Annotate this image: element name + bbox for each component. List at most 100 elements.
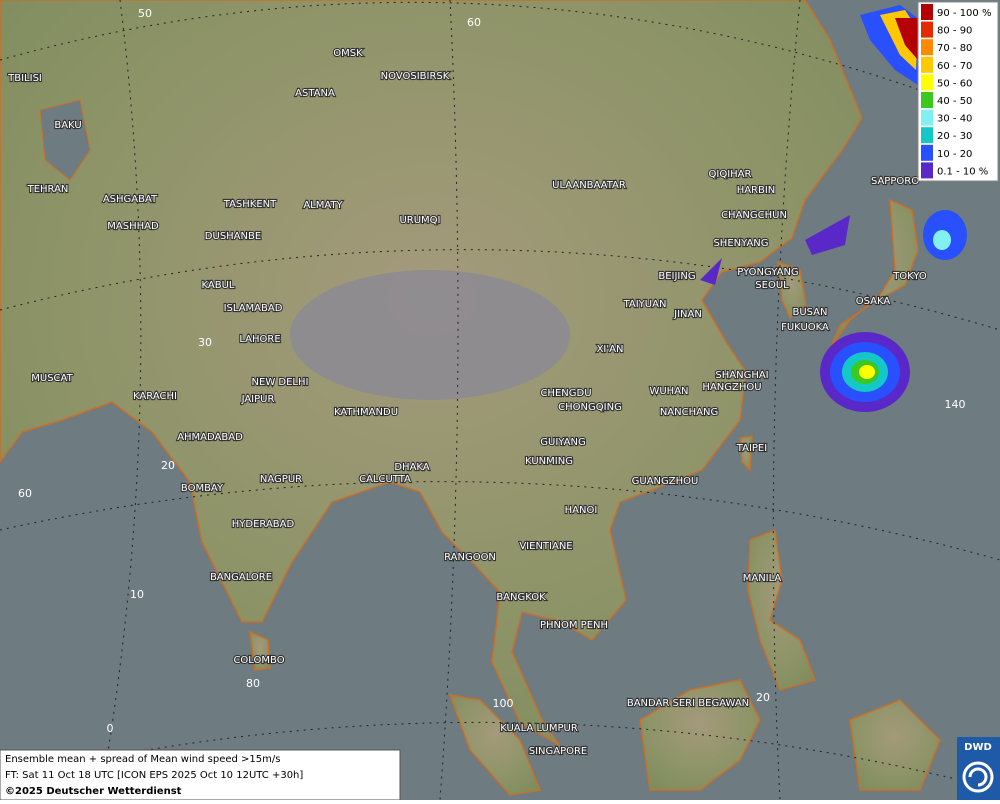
footer-line: FT: Sat 11 Oct 18 UTC [ICON EPS 2025 Oct… [5,770,303,781]
city-label: QIQIHAR [709,169,752,180]
legend-label: 50 - 60 [937,78,972,89]
footer: Ensemble mean + spread of Mean wind spee… [0,749,401,801]
city-label: TBILISI [7,73,42,84]
graticule-label: 60 [467,16,481,29]
graticule-label: 10 [130,588,144,601]
graticule-label: 20 [756,691,770,704]
city-label: BANGALORE [210,572,272,583]
city-label: RANGOON [444,552,496,563]
city-label: GUANGZHOU [632,476,699,487]
graticule-label: 20 [161,459,175,472]
city-label: KABUL [202,280,235,291]
city-label: SHANGHAI [715,370,768,381]
wind-areas [700,5,967,412]
city-label: JINAN [673,309,702,320]
logo-icon [968,767,988,787]
city-label: HYDERABAD [232,519,295,530]
city-label: BANDAR SERI BEGAWAN [627,698,749,709]
city-label: CHANGCHUN [721,210,787,221]
city-label: OMSK [333,48,363,59]
legend-swatch [921,56,933,73]
logo: DWD [957,737,1000,800]
city-label: ALMATY [303,200,343,211]
city-label: KATHMANDU [334,407,398,418]
city-label: FUKUOKA [781,322,829,333]
city-label: VIENTIANE [519,541,572,552]
legend-swatch [921,74,933,91]
footer-line: ©2025 Deutscher Wetterdienst [5,786,182,797]
city-label: MUSCAT [31,373,73,384]
city-label: NEW DELHI [252,377,309,388]
city-label: BANGKOK [496,592,546,603]
city-label: CHENGDU [540,388,591,399]
city-label: NAGPUR [260,474,302,485]
city-label: KUNMING [525,456,573,467]
graticule-label: 80 [246,677,260,690]
city-label: TAIPEI [736,443,767,454]
legend-label: 70 - 80 [937,43,972,54]
legend-label: 80 - 90 [937,26,972,37]
city-label: LAHORE [239,334,280,345]
legend-label: 90 - 100 % [937,8,991,19]
legend-swatch [921,162,933,179]
logo-text: DWD [964,742,992,753]
city-label: OSAKA [856,296,891,307]
legend: 90 - 100 % 80 - 90 70 - 80 60 - 70 50 - 60 40… [917,1,999,182]
graticule-label: 140 [945,398,966,411]
graticule-label: 0 [107,722,114,735]
legend-swatch [921,21,933,38]
city-label: WUHAN [649,386,688,397]
legend-swatch [921,92,933,108]
city-label: AHMADABAD [177,432,243,443]
city-label: HANGZHOU [702,382,761,393]
city-label: BAKU [54,120,81,131]
city-label: CHONGQING [558,402,622,413]
plateau [290,270,570,400]
legend-swatch [921,4,933,20]
city-label: URUMQI [399,215,440,226]
legend-label: 0.1 - 10 % [937,166,988,177]
city-label: NOVOSIBIRSK [381,71,450,82]
legend-swatch [921,39,933,56]
city-label: ISLAMABAD [224,303,283,314]
graticule-label: 30 [198,336,212,349]
city-labels: OMSK NOVOSIBIRSK ASTANA TBILISI BAKU TEHRAN AS… [6,47,928,758]
legend-label: 30 - 40 [937,114,972,125]
city-label: MASHHAD [107,221,159,232]
city-label: ASTANA [295,88,335,99]
city-label: GUIYANG [540,437,585,448]
legend-swatch [921,109,933,126]
footer-line: Ensemble mean + spread of Mean wind spee… [5,754,280,765]
city-label: SEOUL [755,280,789,291]
legend-label: 10 - 20 [937,149,972,160]
legend-label: 40 - 50 [937,96,972,107]
city-label: DUSHANBE [205,231,261,242]
city-label: SINGAPORE [529,746,588,757]
city-label: ULAANBAATAR [552,180,626,191]
graticule-label: 50 [138,7,152,20]
city-label: KUALA LUMPUR [500,723,578,734]
city-label: SAPPORO [871,176,919,187]
caspian-sea [39,99,91,181]
city-label: KARACHI [133,391,177,402]
logo-icon [962,761,994,793]
legend-swatch [921,127,933,144]
city-label: COLOMBO [233,655,284,666]
legend-label: 60 - 70 [937,61,972,72]
city-label: SHENYANG [713,238,768,249]
city-label: BOMBAY [181,483,224,494]
city-label: BUSAN [792,307,827,318]
city-label: NANCHANG [660,407,718,418]
city-label: XI'AN [597,344,624,355]
city-label: JAIPUR [241,394,275,405]
graticule-label: 100 [493,697,514,710]
city-label: MANILA [743,573,782,584]
city-label: HANOI [565,505,598,516]
city-label: PHNOM PENH [540,620,608,631]
city-label: ASHGABAT [103,194,158,205]
legend-swatch [921,144,933,161]
city-label: TAIYUAN [623,299,667,310]
graticule-label: 60 [18,487,32,500]
city-label: HARBIN [737,185,776,196]
